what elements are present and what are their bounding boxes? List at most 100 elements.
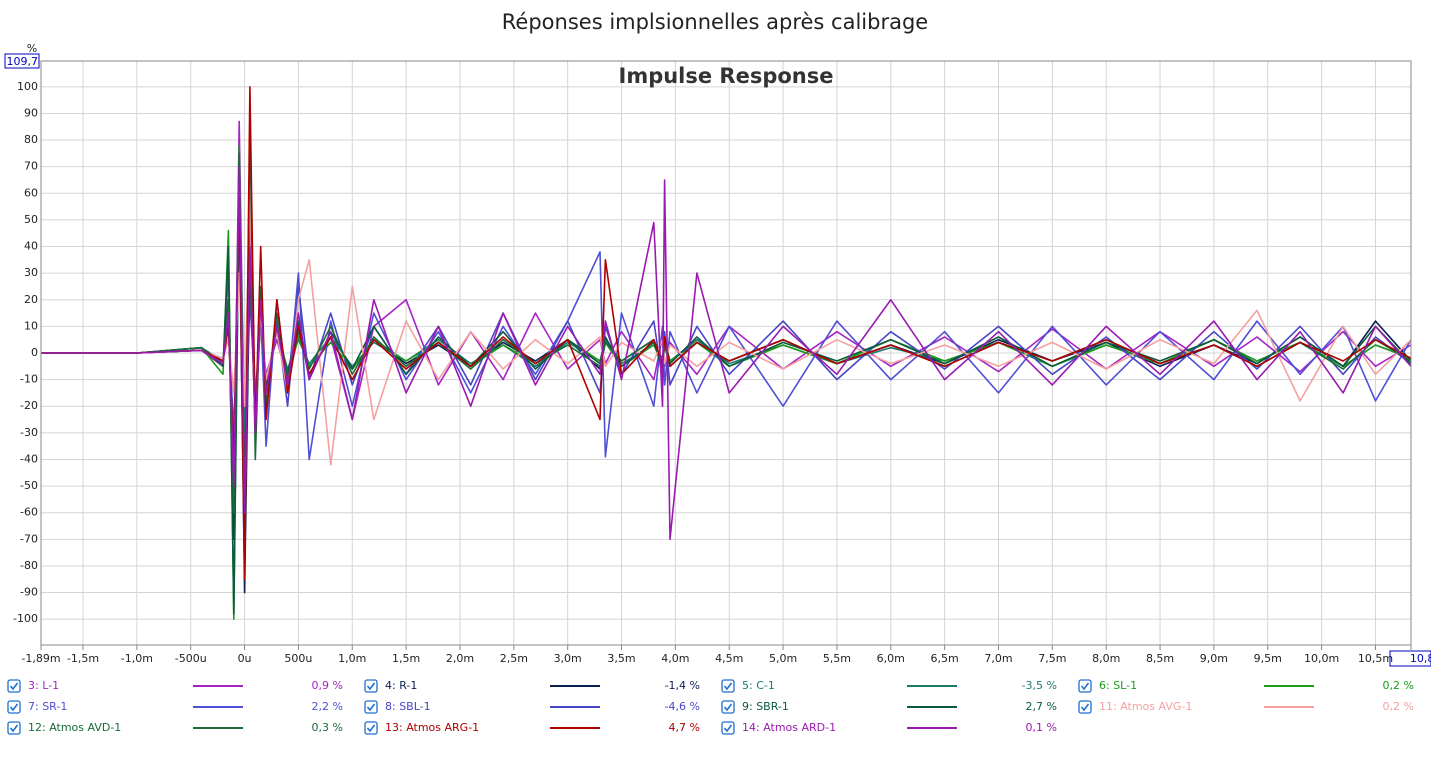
legend-item: 3: L-1 0,9 % [7,679,343,693]
legend-offset: 0,2 % [1383,679,1414,692]
legend-checkmark [1080,703,1090,712]
x-tick-label: 2,5m [500,652,528,665]
legend-offset: -1,4 % [665,679,700,692]
legend-label: 7: SR-1 [28,700,67,713]
legend-checkmark [366,703,376,712]
legend-checkbox[interactable] [364,700,378,714]
y-tick-label: 90 [24,106,38,119]
legend-checkmark [9,682,19,691]
legend-label: 5: C-1 [742,679,775,692]
legend-label: 4: R-1 [385,679,417,692]
legend-offset: 0,3 % [312,721,343,734]
x-tick-label: 7,5m [1038,652,1066,665]
x-tick-label: 8,5m [1146,652,1174,665]
legend-item: 8: SBL-1 -4,6 % [364,700,700,714]
legend-offset: -4,6 % [665,700,700,713]
x-tick-label: 9,0m [1200,652,1228,665]
y-tick-label: -10 [20,373,38,386]
legend-checkbox[interactable] [7,700,21,714]
plot-lines [41,86,1411,620]
y-tick-label: 80 [24,133,38,146]
y-tick-label: 60 [24,186,38,199]
x-tick-label: 10,0m [1304,652,1339,665]
y-tick-label: -50 [20,479,38,492]
plot-subtitle: Impulse Response [619,64,834,88]
x-tick-label: 4,0m [661,652,689,665]
x-tick-label: 10,83m [1410,652,1431,665]
x-tick-label: 0u [238,652,252,665]
x-tick-label: -500u [175,652,207,665]
legend-offset: 0,9 % [312,679,343,692]
y-unit: % [27,42,37,55]
y-tick-label: -40 [20,452,38,465]
legend-checkbox[interactable] [721,679,735,693]
x-limit-box [1389,650,1431,667]
x-tick-label: 10,5m [1358,652,1393,665]
x-tick-label: 5,5m [823,652,851,665]
x-tick-label: 5,0m [769,652,797,665]
legend-label: 13: Atmos ARG-1 [385,721,479,734]
legend-checkbox[interactable] [1078,700,1092,714]
y-tick-label: 70 [24,160,38,173]
legend-checkbox[interactable] [1078,679,1092,693]
y-tick-label: 20 [24,293,38,306]
legend-checkmark [723,703,733,712]
series-line [41,86,1411,581]
legend-item: 4: R-1 -1,4 % [364,679,700,693]
x-tick-label: -1,0m [121,652,153,665]
x-tick-label: 6,5m [931,652,959,665]
legend-item: 7: SR-1 2,2 % [7,700,343,714]
legend-checkbox[interactable] [7,721,21,735]
x-tick-label: 6,0m [877,652,905,665]
x-tick-label: 2,0m [446,652,474,665]
x-tick-label: -1,5m [67,652,99,665]
legend-label: 11: Atmos AVG-1 [1099,700,1192,713]
x-tick-label: 4,5m [715,652,743,665]
legend-checkbox[interactable] [721,721,735,735]
legend-checkmark [723,682,733,691]
legend: 3: L-1 0,9 % 4: R-1 -1,4 % 5: C-1 -3,5 % 6: SL… [7,679,1414,735]
x-tick-label: 1,0m [338,652,366,665]
legend-checkbox[interactable] [364,721,378,735]
legend-checkmark [366,724,376,733]
legend-checkmark [366,682,376,691]
legend-item: 11: Atmos AVG-1 0,2 % [1078,700,1414,714]
legend-checkmark [723,724,733,733]
legend-item: 5: C-1 -3,5 % [721,679,1057,693]
legend-label: 3: L-1 [28,679,59,692]
y-tick-label: -100 [13,612,38,625]
legend-checkmark [9,703,19,712]
plot-frame [40,60,1412,646]
legend-label: 9: SBR-1 [742,700,789,713]
x-tick-label: 7,0m [984,652,1012,665]
x-tick-label: 9,5m [1254,652,1282,665]
legend-offset: 0,2 % [1383,700,1414,713]
legend-offset: 2,2 % [312,700,343,713]
y-tick-label: 100 [17,80,38,93]
y-tick-label: 40 [24,240,38,253]
legend-checkbox[interactable] [721,700,735,714]
chart-title: Réponses implsionnelles après calibrage [502,10,928,34]
x-tick-label: 1,5m [392,652,420,665]
legend-label: 14: Atmos ARD-1 [742,721,836,734]
legend-checkbox[interactable] [364,679,378,693]
legend-offset: -3,5 % [1022,679,1057,692]
legend-checkmark [1080,682,1090,691]
x-tick-label: -1,89m [21,652,60,665]
x-tick-label: 3,0m [554,652,582,665]
x-tick-label: 3,5m [607,652,635,665]
legend-checkbox[interactable] [7,679,21,693]
y-tick-label: 50 [24,213,38,226]
legend-item: 9: SBR-1 2,7 % [721,700,1057,714]
y-tick-label: -90 [20,586,38,599]
legend-offset: 2,7 % [1026,700,1057,713]
legend-label: 12: Atmos AVD-1 [28,721,121,734]
axis-labels: 109,71009080706050403020100-10-20-30-40-… [4,53,1431,667]
y-tick-label: -30 [20,426,38,439]
legend-item: 6: SL-1 0,2 % [1078,679,1414,693]
legend-offset: 4,7 % [669,721,700,734]
y-tick-label: 30 [24,266,38,279]
legend-item: 13: Atmos ARG-1 4,7 % [364,721,700,735]
legend-item: 12: Atmos AVD-1 0,3 % [7,721,343,735]
